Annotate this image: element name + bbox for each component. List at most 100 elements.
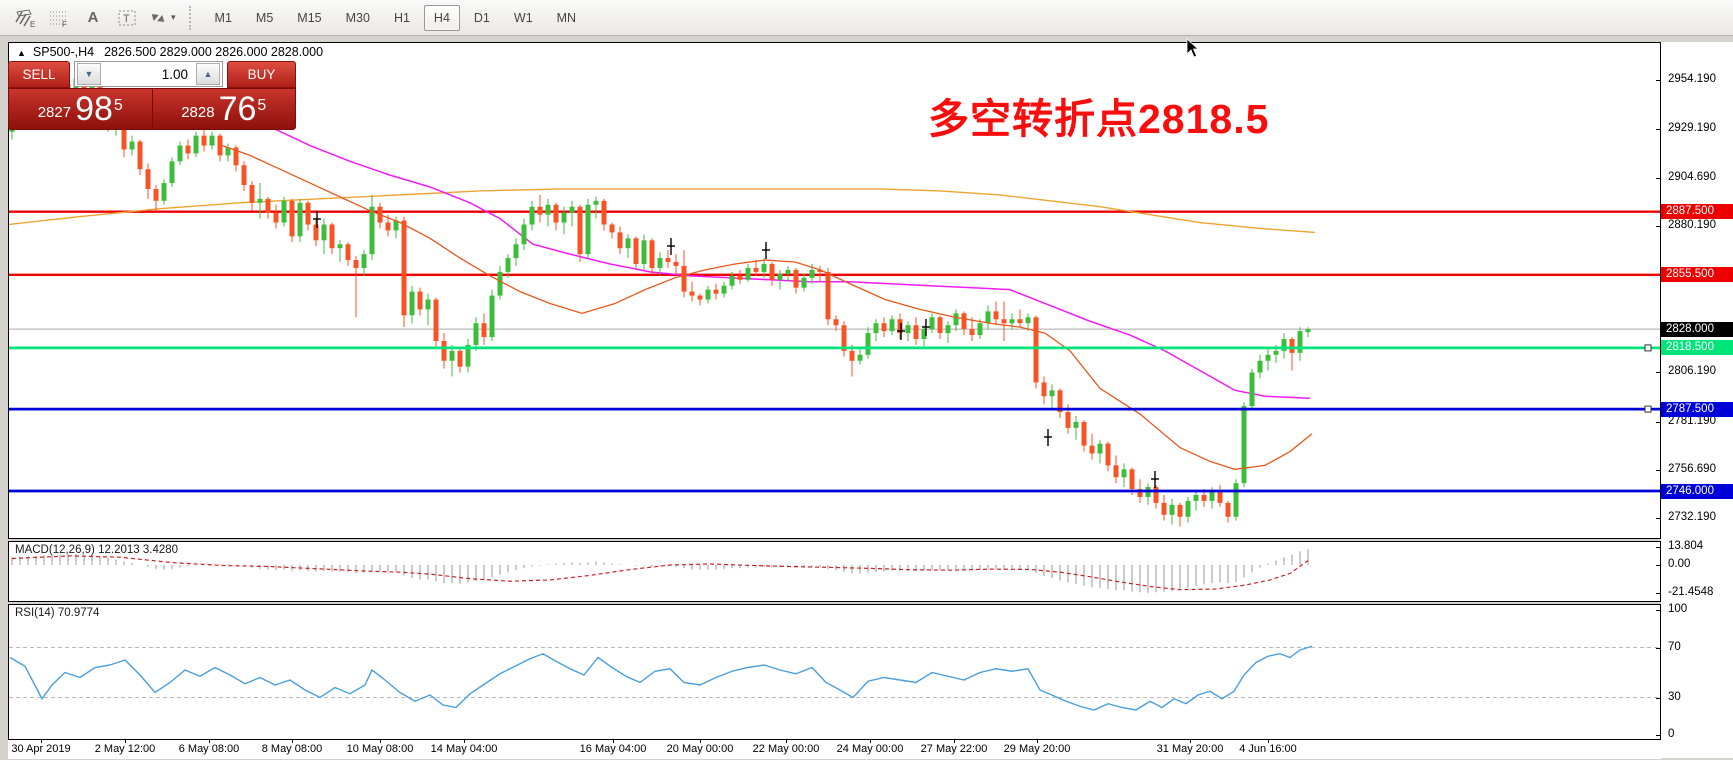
macd-pane[interactable] (8, 541, 1661, 602)
date-tick (954, 739, 955, 743)
macd-label: MACD(12,26,9) (15, 544, 95, 556)
timeframe-h4[interactable]: H4 (423, 4, 460, 31)
rsi-label: RSI(14) (15, 607, 55, 619)
one-click-trading-panel: SELL ▼ 1.00 ▲ BUY 2827 98 5 2828 76 5 (8, 61, 296, 130)
date-tick (1268, 739, 1269, 743)
price-axis-label: 2732.190 (1668, 511, 1716, 524)
date-tick (613, 739, 614, 743)
date-tick (380, 739, 381, 743)
price-axis[interactable]: 2954.190 2929.190 2904.690 2880.190 2806.190… (1661, 42, 1733, 758)
timeframe-w1[interactable]: W1 (513, 10, 533, 25)
date-axis[interactable]: 30 Apr 2019 2 May 12:00 6 May 08:00 8 May 0… (8, 739, 1661, 759)
price-badge-2887.500: 2887.500 (1661, 204, 1733, 220)
text-box-icon-glyph: T (118, 10, 136, 25)
ask-handle: 2828 (181, 104, 215, 121)
axis-tick (1656, 177, 1661, 179)
collapse-triangle-icon[interactable]: ▲ (17, 48, 26, 58)
arrows-icon-glyph (151, 13, 165, 22)
arrows-icon[interactable]: ▾ (147, 4, 177, 32)
macd-chart-svg[interactable] (9, 542, 1660, 601)
timeframe-h1[interactable]: H1 (393, 10, 410, 25)
ma-mid-line (267, 125, 1311, 399)
chart-edit-icon[interactable]: E (11, 4, 39, 32)
volume-increase-button[interactable]: ▲ (196, 63, 220, 85)
ask-pips: 76 (218, 90, 257, 128)
chart-edit-icon-glyph: E (15, 8, 35, 28)
bid-price[interactable]: 2827 98 5 (9, 89, 153, 129)
date-tick (292, 739, 293, 743)
macd-signal-line (11, 555, 1309, 591)
date-label: 24 May 00:00 (836, 743, 904, 755)
timeframe-m15[interactable]: M15 (297, 10, 322, 25)
axis-tick (1656, 610, 1661, 611)
axis-tick (1656, 592, 1661, 594)
buy-button[interactable]: BUY (227, 61, 296, 88)
toolbar-separator (188, 5, 194, 30)
date-tick (41, 739, 42, 743)
rsi-header: RSI(14) 70.9774 (15, 607, 99, 619)
chart-annotation-text[interactable]: 多空转折点2818.5 (928, 96, 1270, 142)
sell-button[interactable]: SELL (8, 61, 70, 88)
date-tick (786, 739, 787, 743)
axis-tick (1656, 735, 1661, 736)
date-label: 2 May 12:00 (94, 743, 156, 755)
price-axis-label: 2904.690 (1668, 170, 1716, 183)
macd-axis-label: -21.4548 (1668, 585, 1714, 598)
text-box-icon[interactable]: T (113, 4, 141, 32)
date-label: 14 May 04:00 (430, 743, 498, 755)
date-label: 27 May 22:00 (920, 743, 988, 755)
price-chart-svg[interactable] (9, 43, 1660, 538)
chart-title: ▲ SP500-,H4 2826.500 2829.000 2826.000 282… (17, 45, 323, 59)
timeframe-m5[interactable]: M5 (255, 10, 274, 25)
price-badge-2828.000: 2828.000 (1661, 321, 1733, 337)
price-axis-label: 2756.690 (1668, 462, 1716, 475)
rsi-chart-svg[interactable] (9, 605, 1660, 739)
ask-price[interactable]: 2828 76 5 (153, 89, 296, 129)
macd-axis-label: 0.00 (1668, 558, 1691, 570)
macd-axis-label: 13.804 (1668, 540, 1704, 553)
axis-tick (1656, 226, 1661, 228)
price-badge-2855.500: 2855.500 (1661, 267, 1733, 283)
svg-text:F: F (62, 20, 67, 28)
bid-pips: 98 (75, 90, 113, 128)
symbol-period-label: SP500-,H4 (32, 45, 95, 59)
axis-tick (1656, 547, 1661, 549)
axis-tick (1656, 129, 1661, 131)
macd-histogram (11, 549, 1309, 593)
mouse-cursor-icon (1186, 38, 1200, 58)
price-axis-label: 2781.190 (1668, 414, 1716, 427)
rsi-axis-label: 100 (1668, 603, 1688, 615)
svg-text:E: E (30, 20, 35, 28)
chart-markers (313, 211, 1159, 488)
date-tick (870, 739, 871, 743)
grid-icon-glyph: F (50, 11, 67, 28)
rsi-line (9, 645, 1313, 711)
price-axis-label: 2806.190 (1668, 365, 1716, 378)
svg-text:T: T (123, 13, 130, 25)
ohlc-values: 2826.500 2829.000 2826.000 2828.000 (104, 45, 324, 59)
rsi-pane[interactable] (8, 604, 1661, 740)
date-label: 16 May 04:00 (579, 743, 647, 755)
toolbar: E F A T ▾ M1 (0, 0, 1733, 36)
price-badge-2787.500: 2787.500 (1661, 401, 1733, 417)
chevron-down-icon: ▾ (171, 12, 176, 22)
timeframe-mn[interactable]: MN (556, 10, 577, 25)
volume-input[interactable]: 1.00 (161, 66, 188, 82)
date-label: 30 Apr 2019 (11, 743, 71, 755)
date-label: 22 May 00:00 (752, 743, 820, 755)
axis-tick (1656, 697, 1661, 699)
rsi-axis-label: 30 (1668, 690, 1681, 703)
date-label: 8 May 08:00 (261, 743, 323, 755)
rsi-value: 70.9774 (57, 607, 100, 619)
timeframe-m30[interactable]: M30 (345, 10, 370, 25)
price-axis-label: 2880.190 (1668, 219, 1716, 232)
grid-icon[interactable]: F (45, 4, 73, 32)
letter-a-icon[interactable]: A (87, 9, 99, 26)
axis-tick (1656, 518, 1661, 520)
volume-decrease-button[interactable]: ▼ (77, 63, 101, 85)
timeframe-m1[interactable]: M1 (214, 10, 232, 25)
date-tick (464, 739, 465, 743)
timeframe-d1[interactable]: D1 (473, 10, 490, 25)
axis-tick (1656, 565, 1661, 566)
date-tick (700, 739, 701, 743)
